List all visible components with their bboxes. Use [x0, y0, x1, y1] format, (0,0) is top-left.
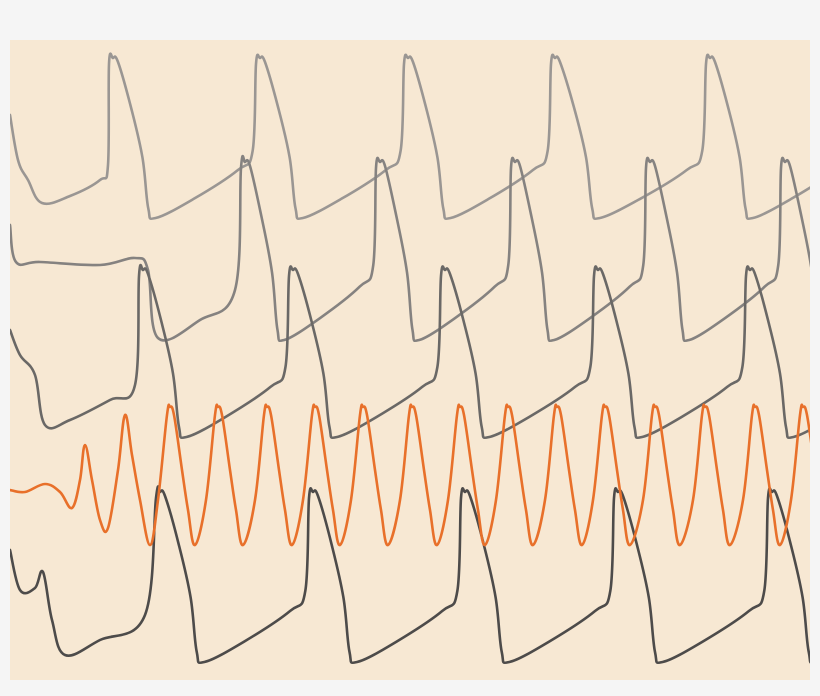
- trace-orange: [10, 403, 810, 547]
- trace-3: [10, 263, 810, 440]
- trace-2: [10, 154, 810, 343]
- trace-5: [10, 485, 810, 665]
- trace-1: [10, 52, 810, 221]
- waveform-panel: [10, 40, 810, 680]
